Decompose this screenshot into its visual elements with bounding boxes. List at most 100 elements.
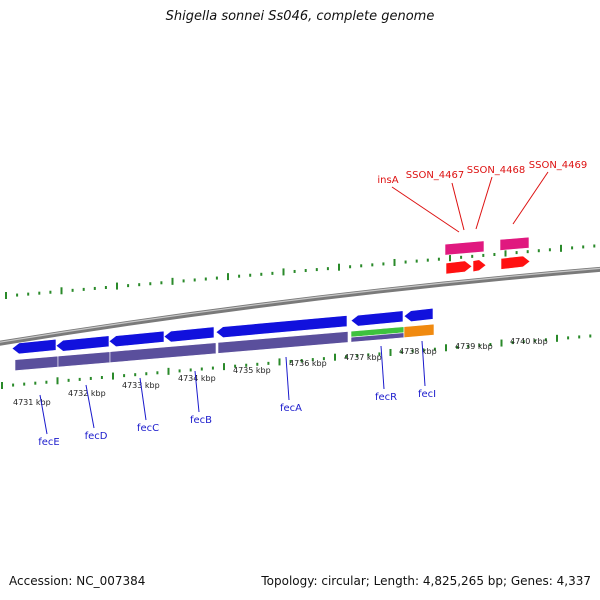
lower-tick (567, 336, 570, 340)
lower-tick (467, 344, 470, 348)
upper-tick (271, 271, 274, 275)
lower-tick (145, 372, 148, 376)
upper-tick (49, 290, 52, 294)
upper-tick (593, 244, 596, 248)
gene-arrow-fecE[interactable] (11, 338, 57, 355)
lower-tick (378, 352, 381, 356)
gene-arrow-fecD[interactable] (55, 335, 110, 352)
leader-line-fecR (380, 345, 385, 390)
leader-line-fecB (194, 370, 200, 413)
gene-arrow-fecC[interactable] (108, 330, 165, 348)
gene-label-fecA[interactable]: fecA (280, 403, 302, 414)
lower-tick (234, 364, 237, 368)
lower-tick (78, 377, 81, 381)
gene-label-fecI[interactable]: fecI (418, 389, 436, 400)
gene-arrow-fecB[interactable] (163, 326, 215, 343)
upper-tick (315, 268, 318, 272)
leader-line-fecD (85, 384, 95, 429)
lower-tick (123, 374, 126, 378)
gene-arrow-fecA[interactable] (215, 315, 348, 338)
gene-label-fecD[interactable]: fecD (85, 431, 108, 442)
lower-tick (112, 372, 114, 380)
lower-tick (134, 373, 137, 377)
lower-tick (34, 381, 37, 385)
scale-label: 4734 kbp (178, 374, 216, 383)
lower-tick (100, 376, 103, 380)
lower-tick (478, 343, 481, 347)
gene-label-SSON_4467[interactable]: SSON_4467 (406, 170, 465, 181)
upper-tick (282, 268, 285, 276)
upper-tick (215, 276, 218, 280)
upper-tick (515, 251, 518, 255)
upper-tick (238, 274, 241, 278)
lower-tick (589, 334, 592, 338)
upper-tick (571, 246, 574, 250)
cds-bar-fecA[interactable] (217, 331, 349, 354)
gene-label-SSON_4469[interactable]: SSON_4469 (529, 160, 588, 171)
gene-label-fecB[interactable]: fecB (190, 415, 212, 426)
leader-line-fecE (39, 394, 48, 435)
leader-line-SSON_4467 (451, 182, 465, 231)
lower-tick (167, 367, 170, 375)
gene-label-fecR[interactable]: fecR (375, 392, 397, 403)
lower-tick (223, 363, 225, 371)
cds-arrow-SSON_4468[interactable] (472, 259, 487, 273)
upper-tick (127, 284, 130, 288)
gene-arrow-fecI[interactable] (403, 307, 434, 322)
upper-tick (193, 278, 196, 282)
lower-tick (356, 354, 359, 358)
gene-arrow-fecR[interactable] (350, 310, 404, 327)
lower-tick (67, 378, 70, 382)
cds-bar-fecC-fecB[interactable] (109, 342, 217, 363)
feature-tracks[interactable] (11, 236, 531, 372)
upper-tick (537, 249, 540, 253)
upper-tick (71, 288, 74, 292)
lower-tick (311, 358, 314, 362)
upper-tick (449, 254, 451, 262)
lower-tick (300, 359, 303, 363)
upper-tick (426, 258, 429, 262)
lower-tick (278, 358, 281, 366)
upper-tick (171, 277, 174, 285)
upper-tick (582, 245, 585, 249)
genome-backbone (0, 266, 600, 346)
genome-summary: Topology: circular; Length: 4,825,265 bp… (261, 574, 591, 588)
upper-tick (338, 263, 340, 271)
cds-bar-fecD[interactable] (57, 351, 111, 368)
leader-line-fecA (285, 356, 290, 401)
lower-tick (45, 380, 48, 384)
leader-line-SSON_4468 (475, 176, 493, 230)
lower-tick (389, 348, 392, 356)
upper-tick (204, 277, 207, 281)
upper-tick (526, 250, 529, 254)
cds-arrow-SSON_4469[interactable] (500, 255, 531, 270)
lower-tick (456, 345, 459, 349)
lower-tick (533, 339, 536, 343)
gene-label-SSON_4468[interactable]: SSON_4468 (467, 165, 526, 176)
lower-tick (211, 366, 214, 370)
lower-tick (256, 362, 259, 366)
upper-tick (138, 283, 141, 287)
gene-bar-insA-SSON_4467[interactable] (444, 240, 485, 256)
gene-label-fecC[interactable]: fecC (137, 423, 159, 434)
lower-tick (544, 338, 547, 342)
lower-tick (178, 369, 181, 373)
gene-bar-SSON_4469[interactable] (499, 236, 530, 251)
upper-tick (260, 272, 263, 276)
scale-label: 4732 kbp (68, 389, 106, 398)
upper-tick (415, 259, 418, 263)
upper-tick (382, 262, 385, 266)
cds-bar-fecI[interactable] (403, 323, 435, 338)
upper-tick (304, 269, 307, 273)
gene-label-fecE[interactable]: fecE (38, 437, 60, 448)
lower-tick (89, 376, 92, 380)
lower-tick (578, 335, 581, 339)
gene-label-insA[interactable]: insA (377, 175, 398, 186)
upper-tick (38, 291, 41, 295)
scale-label: 4740 kbp (510, 337, 548, 346)
cds-arrow-insA[interactable] (445, 260, 473, 275)
cds-bar-fecE[interactable] (14, 355, 59, 372)
lower-tick (511, 341, 514, 345)
